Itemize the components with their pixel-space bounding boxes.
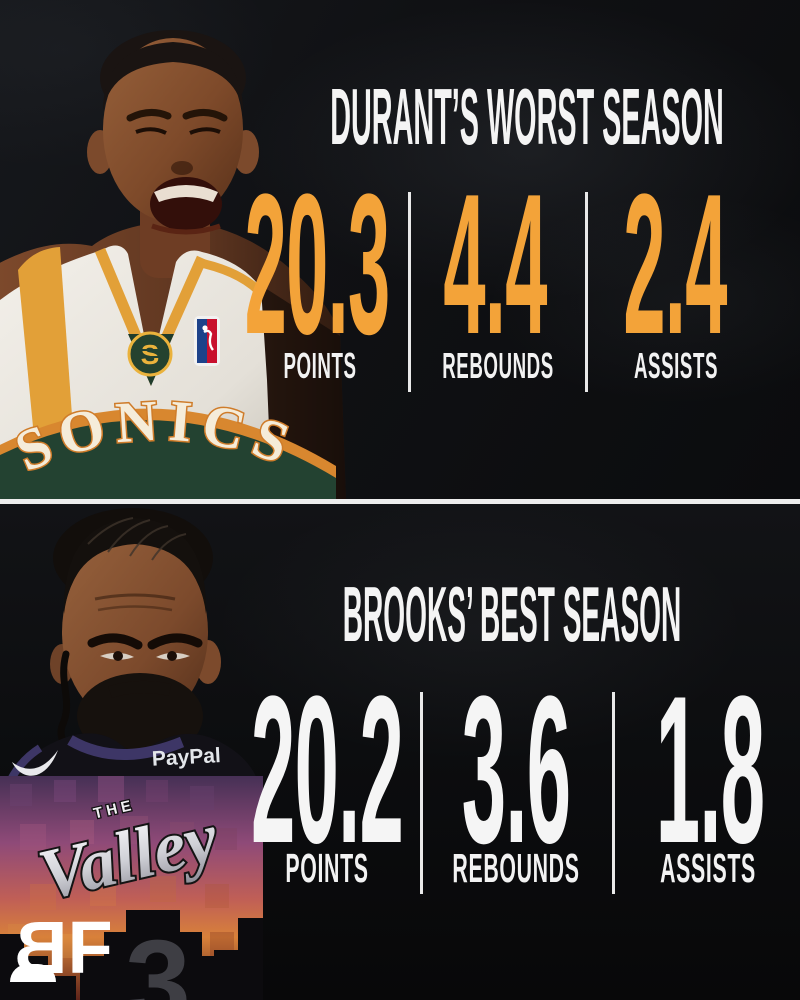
stat-label: POINTS	[283, 345, 357, 386]
durant-panel: S SONICS DURANT’S WORST SEASON 20.3 POIN…	[0, 0, 800, 499]
jersey-number: 3	[125, 916, 191, 1000]
stat-label: POINTS	[285, 845, 369, 891]
panel-title: DURANT’S WORST SEASON	[330, 72, 724, 161]
bf-logo-letter-f: F	[67, 906, 112, 989]
stat-label: REBOUNDS	[452, 845, 580, 891]
brooks-photo: PayPal	[0, 508, 263, 1000]
stat-label: ASSISTS	[633, 345, 719, 386]
bf-logo-letters: B F	[18, 906, 113, 989]
nba-logo-icon	[194, 316, 220, 366]
paypal-logo: PayPal	[151, 744, 221, 771]
panel-title: BROOKS’ BEST SEASON	[342, 570, 682, 658]
stat-divider	[420, 692, 423, 894]
panel-divider	[0, 499, 800, 504]
bf-logo: B F	[10, 906, 113, 989]
stat-value: 3.6	[461, 652, 571, 887]
stat-divider	[585, 192, 588, 392]
stat-value: 20.3	[244, 153, 391, 376]
stat-label: REBOUNDS	[442, 345, 554, 386]
stat-value: 4.4	[443, 153, 547, 376]
stat-value: 2.4	[623, 153, 727, 376]
stat-divider	[612, 692, 615, 894]
stat-value: 20.2	[250, 652, 404, 887]
sonics-collar-logo: S	[127, 331, 173, 377]
nike-swoosh-icon	[12, 750, 58, 776]
brooks-panel: PayPal	[0, 504, 800, 1000]
collar-letter: S	[141, 339, 160, 370]
stat-value: 1.8	[655, 652, 765, 887]
stat-label: ASSISTS	[660, 845, 756, 891]
stat-divider	[408, 192, 411, 392]
bf-logo-dome-icon	[10, 964, 56, 982]
durant-photo: S SONICS	[0, 30, 346, 499]
